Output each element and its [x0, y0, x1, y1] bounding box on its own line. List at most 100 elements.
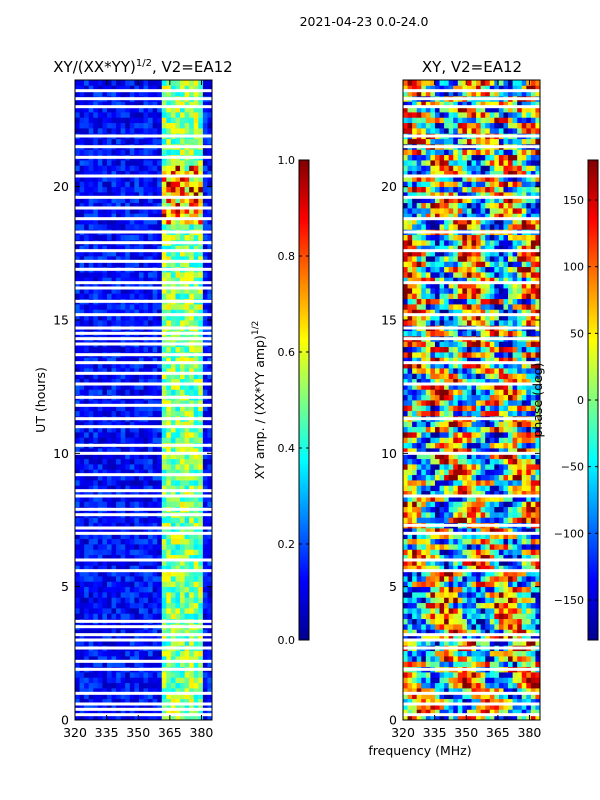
- heatmap-cell: [439, 714, 445, 721]
- heatmap-cell: [88, 672, 94, 678]
- heatmap-cell: [161, 234, 167, 241]
- heatmap-cell: [102, 122, 108, 129]
- heatmap-cell: [129, 224, 135, 230]
- heatmap-cell: [189, 314, 195, 321]
- heatmap-cell: [143, 688, 149, 694]
- heatmap-cell: [189, 714, 195, 721]
- heatmap-cell: [466, 597, 472, 604]
- heatmap-cell: [170, 677, 176, 684]
- heatmap-cell: [425, 613, 431, 620]
- heatmap-cell: [202, 586, 208, 593]
- heatmap-cell: [138, 186, 144, 193]
- heatmap-cell: [535, 698, 541, 705]
- heatmap-cell: [143, 282, 149, 289]
- heatmap-cell: [457, 640, 463, 646]
- heatmap-cell: [161, 256, 167, 262]
- heatmap-cell: [193, 288, 199, 294]
- heatmap-cell: [503, 672, 509, 678]
- heatmap-cell: [161, 576, 167, 582]
- heatmap-cell: [134, 405, 140, 412]
- heatmap-cell: [207, 480, 213, 486]
- heatmap-cell: [175, 106, 181, 113]
- heatmap-cell: [88, 634, 94, 641]
- heatmap-cell: [512, 693, 518, 700]
- heatmap-cell: [444, 613, 450, 620]
- heatmap-cell: [189, 117, 195, 124]
- heatmap-cell: [75, 282, 80, 289]
- heatmap-cell: [97, 389, 103, 396]
- heatmap-cell: [480, 672, 486, 678]
- heatmap-cell: [175, 234, 181, 241]
- heatmap-cell: [116, 464, 122, 470]
- heatmap-cell: [84, 672, 90, 678]
- heatmap-cell: [97, 549, 103, 556]
- heatmap-cell: [134, 560, 140, 566]
- heatmap-cell: [111, 405, 117, 412]
- heatmap-cell: [434, 618, 440, 625]
- heatmap-cell: [111, 85, 117, 92]
- heatmap-cell: [134, 368, 140, 374]
- heatmap-cell: [526, 554, 532, 561]
- heatmap-cell: [161, 458, 167, 465]
- heatmap-cell: [462, 554, 468, 561]
- heatmap-cell: [116, 90, 122, 97]
- heatmap-cell: [526, 714, 532, 721]
- heatmap-cell: [503, 506, 509, 513]
- heatmap-cell: [198, 218, 204, 225]
- heatmap-cell: [116, 288, 122, 294]
- heatmap-cell: [152, 373, 158, 380]
- heatmap-cell: [207, 709, 213, 716]
- heatmap-cell: [161, 474, 167, 481]
- heatmap-cell: [143, 405, 149, 412]
- heatmap-cell: [166, 277, 172, 284]
- heatmap-cell: [79, 202, 85, 209]
- heatmap-cell: [448, 512, 454, 518]
- heatmap-cell: [97, 357, 103, 364]
- heatmap-cell: [75, 613, 80, 620]
- heatmap-cell: [106, 474, 112, 481]
- heatmap-cell: [88, 549, 94, 556]
- heatmap-cell: [517, 640, 523, 646]
- heatmap-cell: [457, 501, 463, 508]
- heatmap-cell: [97, 592, 103, 598]
- heatmap-cell: [198, 565, 204, 572]
- heatmap-cell: [116, 357, 122, 364]
- heatmap-cell: [412, 544, 418, 550]
- heatmap-cell: [129, 517, 135, 524]
- heatmap-cell: [448, 490, 454, 497]
- heatmap-cell: [143, 464, 149, 470]
- heatmap-cell: [138, 421, 144, 428]
- heatmap-cell: [138, 581, 144, 588]
- heatmap-cell: [161, 90, 167, 97]
- heatmap-cell: [430, 698, 436, 705]
- heatmap-cell: [97, 656, 103, 662]
- heatmap-cell: [125, 400, 131, 406]
- heatmap-cell: [462, 597, 468, 604]
- heatmap-cell: [97, 565, 103, 572]
- heatmap-cell: [84, 496, 90, 502]
- heatmap-cell: [193, 186, 199, 193]
- heatmap-cell: [129, 320, 135, 326]
- heatmap-cell: [425, 714, 431, 721]
- heatmap-cell: [138, 122, 144, 129]
- heatmap-cell: [116, 282, 122, 289]
- heatmap-cell: [416, 672, 422, 678]
- heatmap-cell: [180, 485, 185, 492]
- heatmap-cell: [143, 410, 149, 417]
- heatmap-cell: [207, 405, 213, 412]
- heatmap-cell: [421, 709, 427, 716]
- heatmap-cell: [189, 282, 195, 289]
- heatmap-cell: [157, 576, 163, 582]
- heatmap-cell: [175, 128, 181, 134]
- heatmap-cell: [138, 101, 144, 108]
- heatmap-cell: [75, 602, 80, 609]
- heatmap-cell: [444, 533, 450, 540]
- heatmap-cell: [75, 128, 80, 134]
- heatmap-cell: [193, 602, 199, 609]
- heatmap-cell: [175, 320, 181, 326]
- heatmap-cell: [421, 714, 427, 721]
- heatmap-cell: [143, 122, 149, 129]
- heatmap-cell: [93, 410, 99, 417]
- heatmap-cell: [102, 544, 108, 550]
- heatmap-cell: [439, 672, 445, 678]
